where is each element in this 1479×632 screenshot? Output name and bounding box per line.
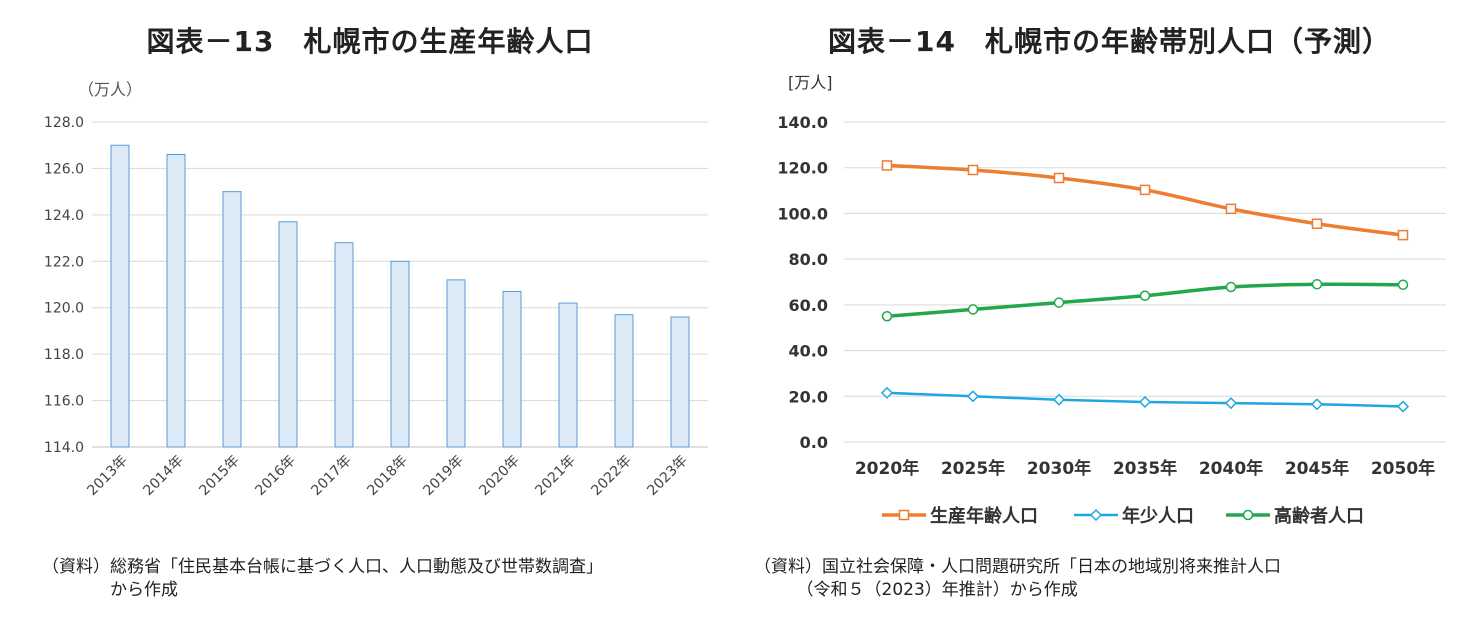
line-x-tick-label: 2025年 <box>941 458 1005 479</box>
bar <box>670 316 690 448</box>
line-chart-source: （資料）国立社会保障・人口問題研究所「日本の地域別将来推計人口 （令和５（202… <box>754 557 1281 600</box>
series-point <box>1139 184 1151 196</box>
series-point <box>1396 400 1410 413</box>
series-point <box>1225 281 1237 293</box>
series-point <box>966 390 980 403</box>
line-x-tick-label: 2050年 <box>1371 458 1435 479</box>
series-point <box>880 386 894 399</box>
series-line <box>886 163 1404 237</box>
bar-x-tick-label: 2021年 <box>532 453 578 499</box>
bar-y-tick-label: 114.0 <box>44 440 84 456</box>
bar-x-tick-label: 2017年 <box>308 453 354 499</box>
series-point <box>1138 395 1152 409</box>
bar <box>110 144 130 448</box>
series-point <box>1310 398 1324 411</box>
series-point <box>1311 218 1323 229</box>
bar <box>446 279 466 448</box>
bar-y-tick-label: 122.0 <box>44 254 84 270</box>
line-unit-label: [万人] <box>788 73 833 92</box>
bar-x-tick-label: 2013年 <box>84 453 130 499</box>
line-x-tick-label: 2035年 <box>1113 458 1177 479</box>
line-chart-svg: [万人] 0.0 20.0 40.0 60.0 80.0 100.0 120.0 140.0 20… <box>777 73 1446 527</box>
series-point <box>1397 279 1409 290</box>
line-y-tick-label: 20.0 <box>789 387 828 406</box>
bar-x-tick-label: 2018年 <box>364 453 410 499</box>
bar-x-tick-label: 2014年 <box>140 453 186 499</box>
bar <box>166 154 186 448</box>
line-x-tick-label: 2040年 <box>1199 458 1263 479</box>
bar <box>502 290 522 448</box>
bar <box>278 221 298 448</box>
line-y-tick-label: 0.0 <box>800 433 828 452</box>
bar <box>222 191 242 448</box>
series-point <box>1225 203 1237 215</box>
series-point <box>1224 397 1238 410</box>
bar-x-tick-label: 2023年 <box>644 453 690 499</box>
bar-unit-label: （万人） <box>78 80 142 99</box>
line-y-tick-label: 120.0 <box>777 159 828 178</box>
bar-y-tick-label: 118.0 <box>44 347 84 363</box>
line-y-tick-label: 40.0 <box>789 342 828 361</box>
bar-y-tick-label: 126.0 <box>44 161 84 177</box>
legend-label: 高齢者人口 <box>1274 505 1364 527</box>
series-point <box>967 304 979 315</box>
bar-y-tick-label: 124.0 <box>44 208 84 224</box>
line-x-tick-label: 2020年 <box>855 458 919 479</box>
series-point <box>881 311 893 322</box>
legend-label: 年少人口 <box>1122 505 1194 527</box>
bar-y-tick-label: 116.0 <box>44 394 84 410</box>
bar-chart-svg: （万人） 114.0 116.0 118.0 120.0 122.0 124.0 126.0 1… <box>44 80 708 499</box>
bar <box>614 314 634 448</box>
legend-label: 生産年齢人口 <box>930 505 1038 527</box>
bar-chart-title: 図表－13 札幌市の生産年齢人口 <box>146 25 594 58</box>
line-y-tick-label: 80.0 <box>789 250 828 269</box>
bar-chart-panel: 図表－13 札幌市の生産年齢人口 （万人） 114.0 116.0 118.0 120.… <box>42 25 708 600</box>
series-point <box>1053 297 1065 308</box>
bar-chart-source: （資料）総務省「住民基本台帳に基づく人口、人口動態及び世帯数調査」 から作成 <box>42 557 603 600</box>
bar <box>558 302 578 448</box>
bar <box>334 242 354 448</box>
series-point <box>967 164 979 176</box>
legend-marker <box>898 509 910 521</box>
bar-y-tick-label: 128.0 <box>44 115 84 131</box>
bar-x-tick-label: 2019年 <box>420 453 466 499</box>
bar-y-tick-label: 120.0 <box>44 301 84 317</box>
series-point <box>1053 172 1065 184</box>
line-x-tick-label: 2045年 <box>1285 458 1349 479</box>
line-x-tick-label: 2030年 <box>1027 458 1091 479</box>
series-point <box>1311 279 1323 290</box>
series-point <box>881 160 893 171</box>
series-point <box>1397 229 1409 241</box>
bar-x-tick-label: 2015年 <box>196 453 242 499</box>
line-y-tick-label: 100.0 <box>777 204 828 223</box>
bar <box>390 260 410 448</box>
line-chart-panel: 図表－14 札幌市の年齢帯別人口（予測） [万人] 0.0 20.0 40.0 60.0… <box>740 0 1479 632</box>
bar-x-tick-label: 2022年 <box>588 453 634 499</box>
legend-marker <box>1089 508 1103 522</box>
legend-marker <box>1242 509 1254 521</box>
series-point <box>1052 393 1066 406</box>
line-y-tick-label: 60.0 <box>789 296 828 315</box>
line-chart-title: 図表－14 札幌市の年齢帯別人口（予測） <box>828 25 1391 58</box>
bar-x-tick-label: 2020年 <box>476 453 522 499</box>
line-y-tick-label: 140.0 <box>777 113 828 132</box>
series-point <box>1139 290 1151 301</box>
bar-x-tick-label: 2016年 <box>252 453 298 499</box>
